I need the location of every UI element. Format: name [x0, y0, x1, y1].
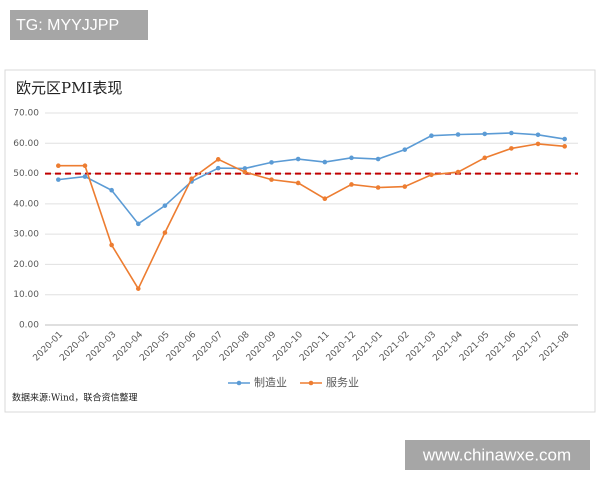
- point: [162, 203, 168, 208]
- y-tick-label: 70.00: [13, 109, 39, 119]
- watermark: www.chinawxe.com: [422, 445, 571, 464]
- point: [455, 132, 461, 137]
- point: [322, 196, 328, 202]
- point: [109, 187, 114, 193]
- point: [562, 144, 567, 149]
- point: [535, 132, 541, 138]
- point: [215, 165, 221, 171]
- point: [349, 155, 354, 161]
- y-tick-label: 30.00: [13, 230, 39, 240]
- chart-frame: [4, 69, 596, 413]
- series-line: [58, 132, 565, 225]
- point: [269, 177, 274, 182]
- point: [535, 141, 541, 147]
- point: [295, 156, 301, 162]
- y-tick-label: 50.00: [13, 169, 39, 179]
- point: [189, 176, 194, 182]
- point: [509, 146, 514, 151]
- legend-marker: [308, 380, 314, 386]
- watermark-box: [10, 10, 148, 40]
- y-tick-label: 20.00: [13, 260, 39, 270]
- point: [162, 230, 168, 235]
- point: [509, 130, 514, 136]
- y-tick-label: 40.00: [13, 199, 39, 209]
- chart-title: 欧元区PMI表现: [16, 79, 122, 97]
- point: [455, 169, 461, 175]
- series-line: [58, 143, 565, 291]
- point: [82, 174, 88, 179]
- watermark-box: [405, 440, 590, 470]
- point: [402, 184, 408, 189]
- point: [349, 182, 354, 187]
- point: [215, 157, 221, 162]
- point: [295, 180, 301, 186]
- point: [482, 155, 488, 161]
- point: [375, 185, 381, 190]
- point: [562, 136, 567, 142]
- source-note: 数据来源:Wind，联合资信整理: [12, 392, 138, 404]
- y-tick-label: 60.00: [13, 139, 39, 149]
- point: [322, 159, 328, 165]
- legend-marker: [236, 380, 242, 386]
- legend-label: 制造业: [254, 375, 287, 389]
- point: [56, 163, 61, 168]
- point: [109, 242, 114, 248]
- point: [82, 163, 88, 168]
- point: [482, 131, 488, 137]
- point: [269, 160, 274, 165]
- point: [402, 147, 408, 152]
- point: [429, 133, 434, 139]
- point: [242, 169, 248, 175]
- point: [135, 286, 141, 291]
- watermark: TG: MYYJJPP: [16, 17, 119, 34]
- legend-label: 服务业: [326, 376, 359, 389]
- y-tick-label: 0.00: [19, 321, 39, 331]
- point: [56, 177, 61, 182]
- y-tick-label: 10.00: [13, 290, 39, 300]
- point: [135, 221, 141, 227]
- point: [375, 156, 381, 162]
- point: [429, 172, 434, 178]
- point: [242, 166, 248, 171]
